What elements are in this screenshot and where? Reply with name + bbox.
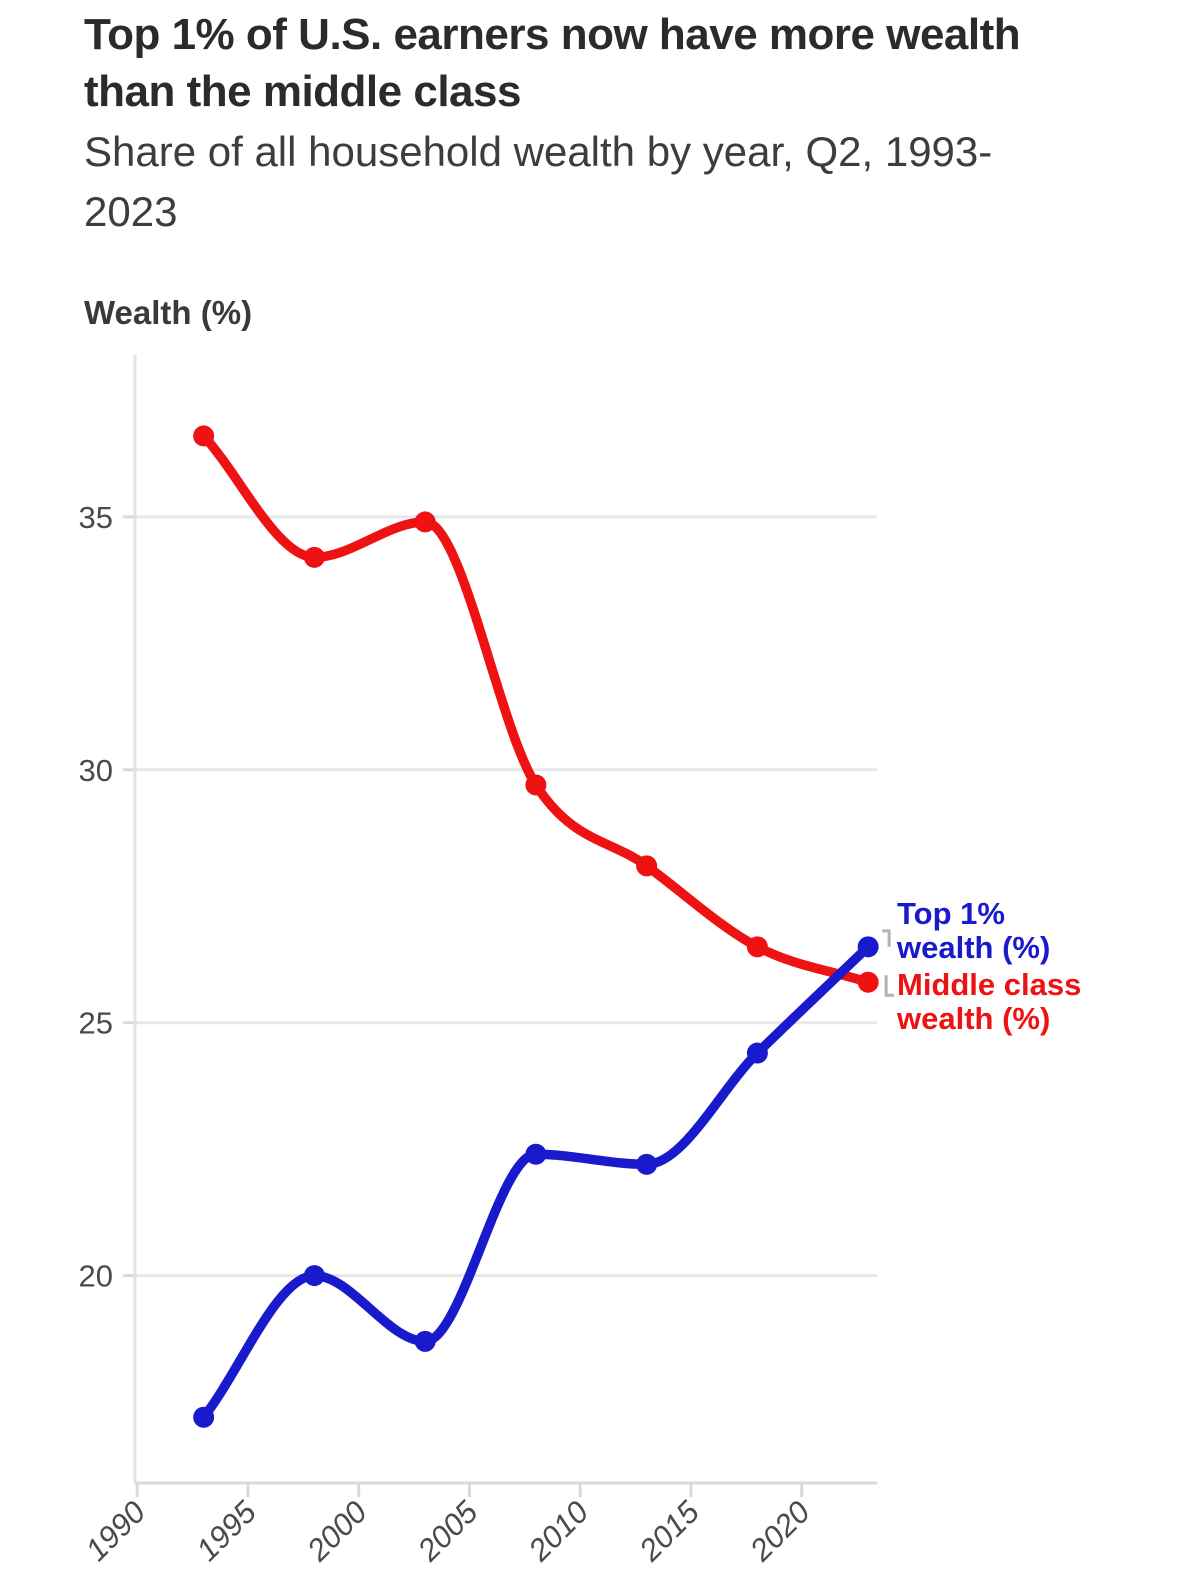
label-leader-top1 <box>882 929 891 947</box>
data-point-middle-class-wealth <box>857 971 879 993</box>
data-point-top1-wealth <box>303 1265 325 1287</box>
x-tick-label: 2020 <box>742 1494 816 1568</box>
x-tick-label: 2005 <box>410 1494 485 1569</box>
chart-subtitle: Share of all household wealth by year, Q… <box>84 128 993 235</box>
x-tick-label: 2015 <box>632 1494 707 1569</box>
data-point-top1-wealth <box>525 1143 547 1165</box>
y-tick-label: 25 <box>79 1006 113 1041</box>
x-tick-label: 1990 <box>79 1494 153 1568</box>
x-tick-label: 2000 <box>299 1494 373 1568</box>
x-tick-label: 2010 <box>521 1494 595 1568</box>
data-point-top1-wealth <box>414 1330 436 1352</box>
data-point-top1-wealth <box>746 1042 768 1064</box>
chart-title: Top 1% of U.S. earners now have more wea… <box>84 10 1021 117</box>
data-point-middle-class-wealth <box>636 855 658 877</box>
series-label-middle-class-wealth: Middle class wealth (%) <box>897 967 1082 1037</box>
data-point-middle-class-wealth <box>746 936 768 958</box>
y-tick-label: 35 <box>79 500 113 535</box>
y-axis-title: Wealth (%) <box>84 294 253 331</box>
x-tick-label: 1995 <box>189 1494 263 1568</box>
data-point-top1-wealth <box>193 1406 215 1428</box>
y-tick-label: 30 <box>79 753 113 788</box>
data-point-middle-class-wealth <box>303 546 325 568</box>
label-leader-middle <box>884 975 895 997</box>
data-point-top1-wealth <box>636 1153 658 1175</box>
series-label-top1-wealth: Top 1% wealth (%) <box>897 896 1051 966</box>
data-point-middle-class-wealth <box>525 774 547 796</box>
y-tick-label: 20 <box>79 1259 113 1294</box>
data-point-middle-class-wealth <box>414 511 436 533</box>
data-point-top1-wealth <box>857 936 879 958</box>
series-line-top1-wealth <box>198 942 873 1422</box>
data-point-middle-class-wealth <box>193 425 215 447</box>
